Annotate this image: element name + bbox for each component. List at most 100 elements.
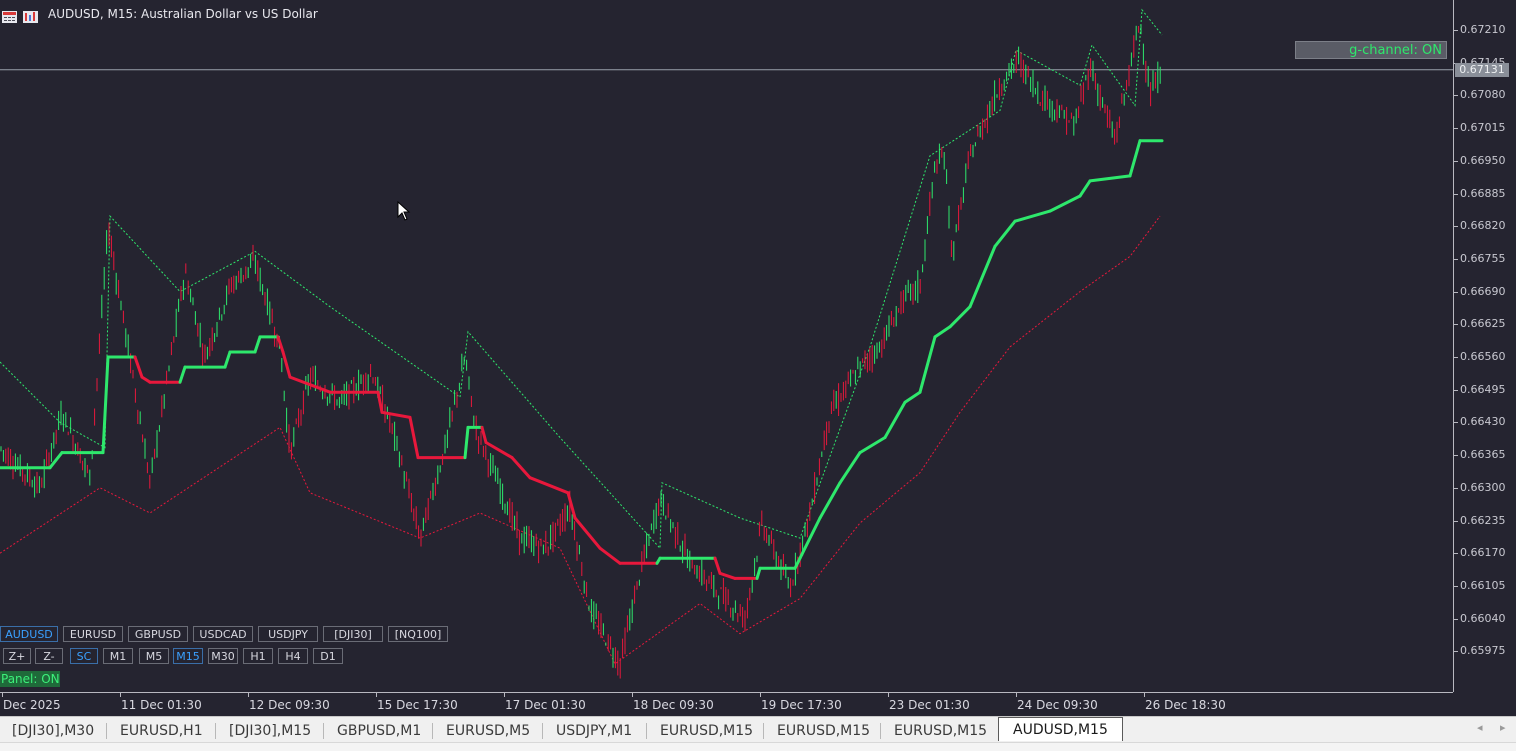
tab-separator xyxy=(880,723,881,739)
price-tick-label: 0.66365 xyxy=(1460,448,1506,462)
middle-channel-segment xyxy=(1048,194,1082,213)
panel-status[interactable]: Panel: ON xyxy=(0,671,60,687)
time-tick-label: 26 Dec 18:30 xyxy=(1145,698,1226,712)
middle-channel-segment xyxy=(993,219,1017,248)
time-axis[interactable]: Dec 2025 11 Dec 01:30 12 Dec 09:30 15 Dec 1… xyxy=(0,692,1453,717)
time-tick-label: 18 Dec 09:30 xyxy=(633,698,714,712)
tab-separator xyxy=(215,723,216,739)
price-tick-label: 0.66950 xyxy=(1460,153,1506,167)
time-tick xyxy=(376,693,377,697)
symbol-button-audusd[interactable]: AUDUSD xyxy=(0,626,58,642)
tab-eurusd-m15[interactable]: EURUSD,M15 xyxy=(777,723,871,739)
price-tick xyxy=(1454,291,1458,293)
control-button-sc[interactable]: SC xyxy=(70,648,98,664)
price-tick xyxy=(1454,193,1458,195)
tab-audusd-m15[interactable]: AUDUSD,M15 xyxy=(998,717,1123,741)
symbol-button-gbpusd[interactable]: GBPUSD xyxy=(128,626,188,642)
price-tick-label: 0.66885 xyxy=(1460,186,1506,200)
middle-channel-segment xyxy=(858,436,887,455)
middle-channel-segment xyxy=(718,571,737,580)
control-button-z-minusplus[interactable]: Z+ xyxy=(3,648,31,664)
tab-scroll-right-icon[interactable]: ▸ xyxy=(1500,721,1506,734)
time-tick-label: 12 Dec 09:30 xyxy=(249,698,330,712)
symbol-button-usdcad[interactable]: USDCAD xyxy=(193,626,253,642)
time-tick xyxy=(120,693,121,697)
tab-eurusd-h1[interactable]: EURUSD,H1 xyxy=(120,723,203,739)
price-chart[interactable] xyxy=(0,0,1453,692)
chart-title-bar: AUDUSD, M15: Australian Dollar vs US Dol… xyxy=(2,5,318,23)
price-tick xyxy=(1454,389,1458,391)
symbol-button-dji30[interactable]: [DJI30] xyxy=(323,626,383,642)
price-tick-label: 0.66105 xyxy=(1460,578,1506,592)
middle-channel-segment xyxy=(1128,139,1142,178)
tab-separator xyxy=(542,723,543,739)
symbol-button-eurusd[interactable]: EURUSD xyxy=(63,626,123,642)
middle-channel-segment xyxy=(376,390,384,414)
middle-channel-segment xyxy=(276,335,285,354)
tab-separator xyxy=(106,723,107,739)
middle-channel-segment xyxy=(223,350,232,369)
price-tick-label: 0.66820 xyxy=(1460,219,1506,233)
middle-channel-segment xyxy=(133,355,144,379)
price-tick-label: 0.66625 xyxy=(1460,317,1506,331)
middle-channel-segment xyxy=(798,516,822,560)
price-tick-label: 0.67210 xyxy=(1460,23,1506,36)
tab-eurusd-m15[interactable]: EURUSD,M15 xyxy=(660,723,754,739)
tab-separator xyxy=(646,723,647,739)
price-tick xyxy=(1454,422,1458,424)
middle-channel-segment xyxy=(918,335,937,394)
symbol-button-usdjpy[interactable]: USDJPY xyxy=(258,626,318,642)
price-tick xyxy=(1454,651,1458,653)
one-click-trading-icon[interactable] xyxy=(23,8,38,23)
upper-channel-line xyxy=(0,8,1163,550)
time-tick-label: 24 Dec 09:30 xyxy=(1017,698,1098,712)
time-tick xyxy=(760,693,761,697)
tab--dji30--m30[interactable]: [DJI30],M30 xyxy=(12,723,95,739)
middle-channel-segment xyxy=(968,244,997,309)
price-tick-label: 0.66300 xyxy=(1460,480,1506,494)
symbol-button-nq100[interactable]: [NQ100] xyxy=(388,626,448,642)
middle-channel-segment xyxy=(510,456,532,480)
price-tick-label: 0.66560 xyxy=(1460,350,1506,363)
tab-eurusd-m15[interactable]: EURUSD,M15 xyxy=(894,723,988,739)
price-tick xyxy=(1454,324,1458,326)
middle-channel-segment xyxy=(101,355,110,455)
timeframe-button-m15[interactable]: M15 xyxy=(173,648,203,664)
middle-channel-segment xyxy=(528,476,570,495)
timeframe-button-d1[interactable]: D1 xyxy=(313,648,343,664)
timeframe-button-m5[interactable]: M5 xyxy=(139,648,169,664)
indicator-status-badge[interactable]: g-channel: ON xyxy=(1295,41,1447,59)
price-tick-label: 0.67015 xyxy=(1460,121,1506,135)
middle-channel-segment xyxy=(178,365,187,384)
tab-usdjpy-m1[interactable]: USDJPY,M1 xyxy=(556,723,633,739)
chart-menu-icon[interactable] xyxy=(2,8,17,23)
timeframe-button-h4[interactable]: H4 xyxy=(278,648,308,664)
time-tick xyxy=(2,693,3,697)
timeframe-button-m30[interactable]: M30 xyxy=(208,648,238,664)
price-tick-label: 0.67080 xyxy=(1460,88,1506,102)
control-button-z-minus[interactable]: Z- xyxy=(35,648,63,664)
mouse-cursor-icon xyxy=(397,200,411,225)
timeframe-button-h1[interactable]: H1 xyxy=(243,648,273,664)
price-tick-label: 0.66755 xyxy=(1460,251,1506,265)
timeframe-button-m1[interactable]: M1 xyxy=(103,648,133,664)
middle-channel-segment xyxy=(713,556,722,575)
price-axis[interactable]: 0.672100.671450.670800.670150.669500.668… xyxy=(1453,0,1516,692)
tab-eurusd-m5[interactable]: EURUSD,M5 xyxy=(446,723,531,739)
time-tick xyxy=(1016,693,1017,697)
tab-scroll-left-icon[interactable]: ◂ xyxy=(1477,721,1483,734)
middle-channel-segment xyxy=(793,556,802,570)
status-strip xyxy=(0,742,1516,751)
chart-area[interactable] xyxy=(0,0,1453,692)
middle-channel-segment xyxy=(484,441,514,460)
time-tick-label: 19 Dec 17:30 xyxy=(761,698,842,712)
middle-channel-segment xyxy=(883,400,907,439)
price-tick-label: 0.66040 xyxy=(1460,611,1506,625)
tab-separator xyxy=(323,723,324,739)
middle-channel-segment xyxy=(903,390,922,404)
price-tick xyxy=(1454,553,1458,555)
lower-channel-line xyxy=(0,215,1161,665)
middle-channel-segment xyxy=(566,491,577,520)
tab--dji30--m15[interactable]: [DJI30],M15 xyxy=(229,723,312,739)
tab-gbpusd-m1[interactable]: GBPUSD,M1 xyxy=(337,723,422,739)
